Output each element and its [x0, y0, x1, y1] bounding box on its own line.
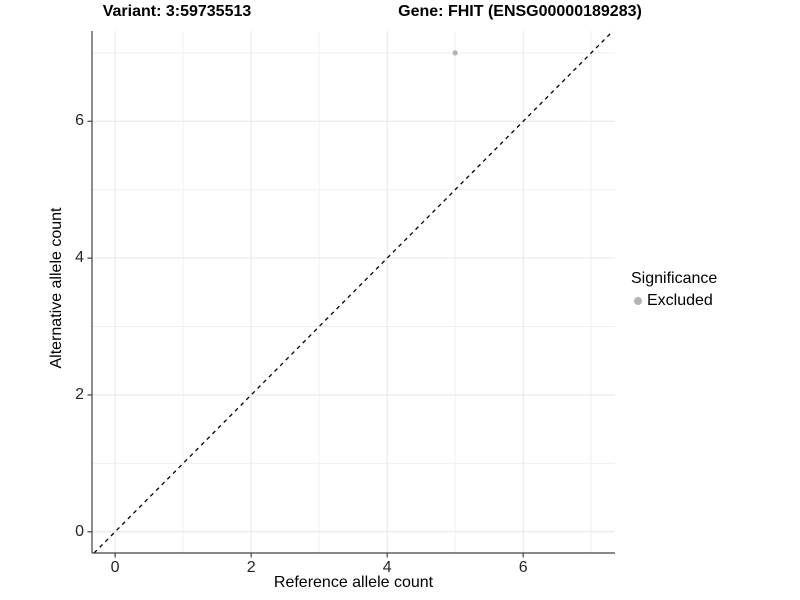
data-point: [452, 50, 458, 56]
legend-key-dot: [634, 297, 642, 305]
legend-item-label: Excluded: [647, 292, 713, 309]
y-tick-label: 0: [75, 522, 84, 540]
identity-line: [93, 30, 614, 554]
y-tick-label: 2: [75, 385, 84, 403]
plot-title-gene: Gene: FHIT (ENSG00000189283): [398, 3, 642, 20]
y-tick-label: 6: [75, 112, 84, 130]
legend-title: Significance: [631, 270, 718, 287]
x-tick-label: 4: [382, 559, 392, 576]
legend-item-excluded: Excluded: [631, 292, 717, 310]
legend: Significance Excluded: [631, 269, 717, 310]
x-tick-label: 0: [110, 559, 120, 576]
plot-title-variant: Variant: 3:59735513: [102, 3, 252, 20]
x-tick-label: 2: [246, 559, 256, 576]
y-axis-title: Alternative allele count: [48, 207, 65, 369]
x-axis-title: Reference allele count: [273, 574, 434, 591]
y-tick-label: 4: [75, 249, 84, 267]
x-tick-label: 6: [518, 559, 528, 576]
